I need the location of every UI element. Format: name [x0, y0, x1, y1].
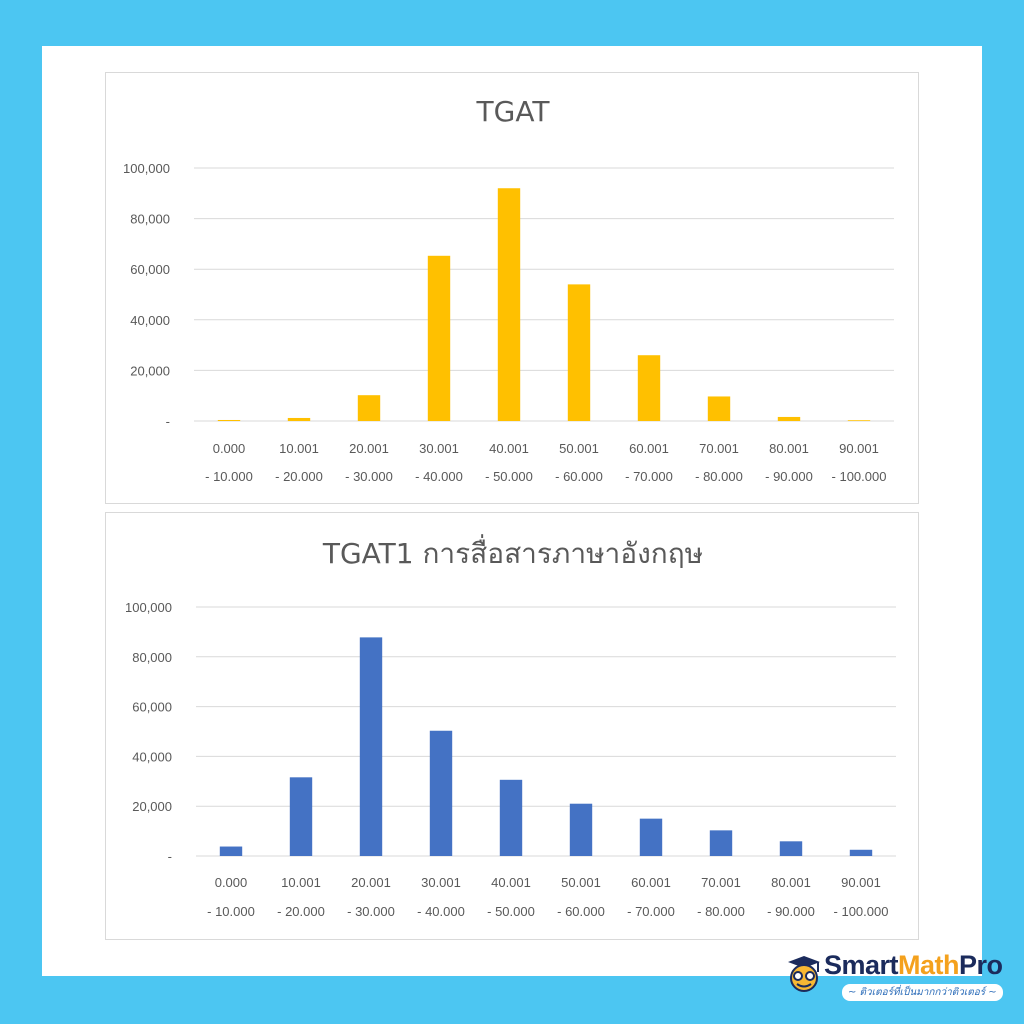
x-tick-label: - 60.000 [557, 904, 605, 919]
bar [567, 284, 591, 421]
bar [219, 846, 243, 856]
chart-title: TGAT1 การสื่อสารภาษาอังกฤษ [322, 534, 703, 570]
y-tick-label: 60,000 [130, 262, 170, 277]
x-tick-label: - 50.000 [487, 904, 535, 919]
bar [847, 420, 871, 421]
x-tick-label: - 90.000 [765, 469, 813, 484]
x-tick-label: 70.001 [699, 441, 739, 456]
x-tick-label: - 30.000 [345, 469, 393, 484]
y-tick-label: 80,000 [132, 650, 172, 665]
x-tick-label: - 80.000 [695, 469, 743, 484]
x-tick-label: 30.001 [419, 441, 459, 456]
bar [497, 188, 521, 421]
y-tick-label: 20,000 [130, 363, 170, 378]
logo-wordmark: SmartMathPro [824, 950, 1003, 981]
x-tick-label: 90.001 [839, 441, 879, 456]
bar [287, 417, 311, 421]
x-tick-label: 30.001 [421, 875, 461, 890]
x-tick-label: 50.001 [561, 875, 601, 890]
bar [499, 779, 523, 856]
bar [357, 395, 381, 421]
x-tick-label: - 30.000 [347, 904, 395, 919]
x-tick-label: - 60.000 [555, 469, 603, 484]
y-tick-label: 60,000 [132, 700, 172, 715]
x-tick-label: 50.001 [559, 441, 599, 456]
logo-word-pro: Pro [959, 950, 1003, 980]
x-tick-label: - 40.000 [417, 904, 465, 919]
x-tick-label: - 20.000 [277, 904, 325, 919]
y-tick-label: 40,000 [130, 313, 170, 328]
bar [429, 730, 453, 856]
y-tick-label: - [166, 414, 170, 429]
bar [849, 849, 873, 856]
x-tick-label: - 50.000 [485, 469, 533, 484]
bar [359, 637, 383, 856]
x-tick-label: 40.001 [489, 441, 529, 456]
x-tick-label: - 70.000 [627, 904, 675, 919]
y-tick-label: 40,000 [132, 749, 172, 764]
logo-word-smart: Smart [824, 950, 899, 980]
x-tick-label: 0.000 [213, 441, 246, 456]
x-tick-label: 0.000 [215, 875, 248, 890]
smartmathpro-logo: SmartMathPro ~ ติวเตอร์ที่เป็นมากกว่าติว… [784, 946, 1010, 1002]
tgat1-english-chart: TGAT1 การสื่อสารภาษาอังกฤษ - 20,000 40,000 6… [125, 534, 896, 919]
bar [709, 830, 733, 856]
bar [707, 396, 731, 421]
bar [637, 355, 661, 421]
white-sheet: TGAT - 20,000 40,000 60,000 80,000 100,000 0.00… [42, 46, 982, 976]
x-tick-label: 10.001 [279, 441, 319, 456]
logo-word-math: Math [898, 950, 960, 980]
x-tick-label: 60.001 [631, 875, 671, 890]
bar [217, 419, 241, 421]
x-tick-label: 80.001 [771, 875, 811, 890]
y-tick-label: - [168, 849, 172, 864]
tutor-face-icon [788, 956, 820, 992]
x-tick-label: 20.001 [351, 875, 391, 890]
x-tick-label: - 40.000 [415, 469, 463, 484]
x-tick-label: 90.001 [841, 875, 881, 890]
y-tick-label: 100,000 [125, 600, 172, 615]
x-tick-label: 80.001 [769, 441, 809, 456]
x-tick-label: 70.001 [701, 875, 741, 890]
bar [639, 818, 663, 856]
y-tick-label: 80,000 [130, 212, 170, 227]
x-tick-label: - 20.000 [275, 469, 323, 484]
x-tick-label: - 10.000 [205, 469, 253, 484]
bar [569, 803, 593, 856]
x-tick-label: 20.001 [349, 441, 389, 456]
bar [779, 841, 803, 856]
x-tick-label: - 80.000 [697, 904, 745, 919]
tgat-chart: TGAT - 20,000 40,000 60,000 80,000 100,000 0.00… [123, 95, 894, 484]
x-tick-label: - 70.000 [625, 469, 673, 484]
x-tick-label: - 100.000 [834, 904, 889, 919]
tgat-chart-panel: TGAT - 20,000 40,000 60,000 80,000 100,000 0.00… [105, 72, 919, 504]
y-tick-label: 100,000 [123, 161, 170, 176]
chart-title: TGAT [476, 95, 551, 128]
bar [289, 777, 313, 856]
logo-tagline: ~ ติวเตอร์ที่เป็นมากกว่าติวเตอร์ ~ [842, 984, 1003, 1001]
x-tick-label: 60.001 [629, 441, 669, 456]
x-tick-label: 10.001 [281, 875, 321, 890]
y-tick-label: 20,000 [132, 799, 172, 814]
x-tick-label: - 90.000 [767, 904, 815, 919]
x-tick-label: - 100.000 [832, 469, 887, 484]
bar [777, 416, 801, 421]
x-tick-label: 40.001 [491, 875, 531, 890]
x-tick-label: - 10.000 [207, 904, 255, 919]
tgat1-chart-panel: TGAT1 การสื่อสารภาษาอังกฤษ - 20,000 40,000 6… [105, 512, 919, 940]
bar [427, 255, 451, 421]
